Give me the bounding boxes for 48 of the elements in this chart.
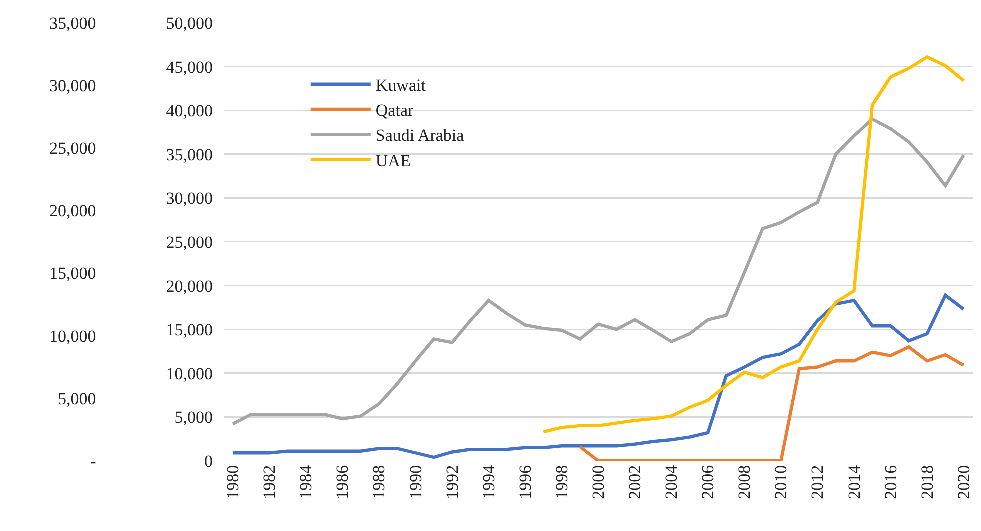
x-tick-label: 2018 [918,465,937,500]
y2-tick-label: 25,000 [49,139,96,158]
x-tick-label: 1982 [260,465,280,500]
x-tick-label: 2016 [881,465,900,500]
y-tick-label: 15,000 [166,320,213,340]
x-tick-label: 1992 [442,465,462,500]
y-tick-label: 5,000 [174,408,213,428]
x-tick-label: 2006 [698,465,718,500]
y-tick-label: 10,000 [166,364,213,384]
y2-tick-label: 35,000 [49,14,96,33]
x-tick-label: 1980 [224,465,243,500]
x-tick-label: 2002 [626,465,645,500]
y2-tick-label: 5,000 [58,389,96,408]
x-tick-label: 1996 [516,465,535,500]
x-tick-label: 2012 [808,465,828,500]
x-tick-label: 1986 [333,465,352,500]
y-tick-label: 30,000 [166,189,213,208]
legend-label: Qatar [376,101,414,120]
x-tick-label: 2008 [735,465,754,500]
x-tick-label: 1994 [479,464,498,500]
y2-tick-label: 20,000 [49,202,96,221]
x-tick-label: 2004 [662,464,682,500]
legend-label: UAE [376,151,411,170]
y-tick-label: 35,000 [166,145,213,164]
y2-tick-label: 10,000 [49,326,96,346]
x-tick-label: 1998 [552,465,572,500]
line-series [231,118,966,426]
y-tick-label: 40,000 [166,102,213,121]
x-tick-label: 2020 [954,465,974,500]
y-tick-label: 45,000 [166,58,213,77]
y-tick-label: 0 [204,452,213,471]
legend-label: Saudi Arabia [376,126,465,146]
x-tick-label: 2000 [588,465,608,500]
legend-label: Kuwait [376,76,426,95]
y-tick-label: 50,000 [166,14,213,33]
x-tick-label: 2010 [772,465,791,500]
x-tick-label: 2014 [844,464,864,500]
y-tick-label: 20,000 [166,276,213,296]
x-tick-label: 1990 [406,465,426,500]
x-tick-label: 1984 [296,464,316,500]
y-tick-label: 25,000 [166,232,213,252]
line-series [578,346,966,461]
y2-tick-label: - [90,452,97,471]
line-series [231,294,966,460]
y2-tick-label: 30,000 [49,76,96,96]
y2-tick-label: 15,000 [49,264,96,284]
line-series [542,56,966,434]
x-tick-label: 1988 [370,465,389,500]
